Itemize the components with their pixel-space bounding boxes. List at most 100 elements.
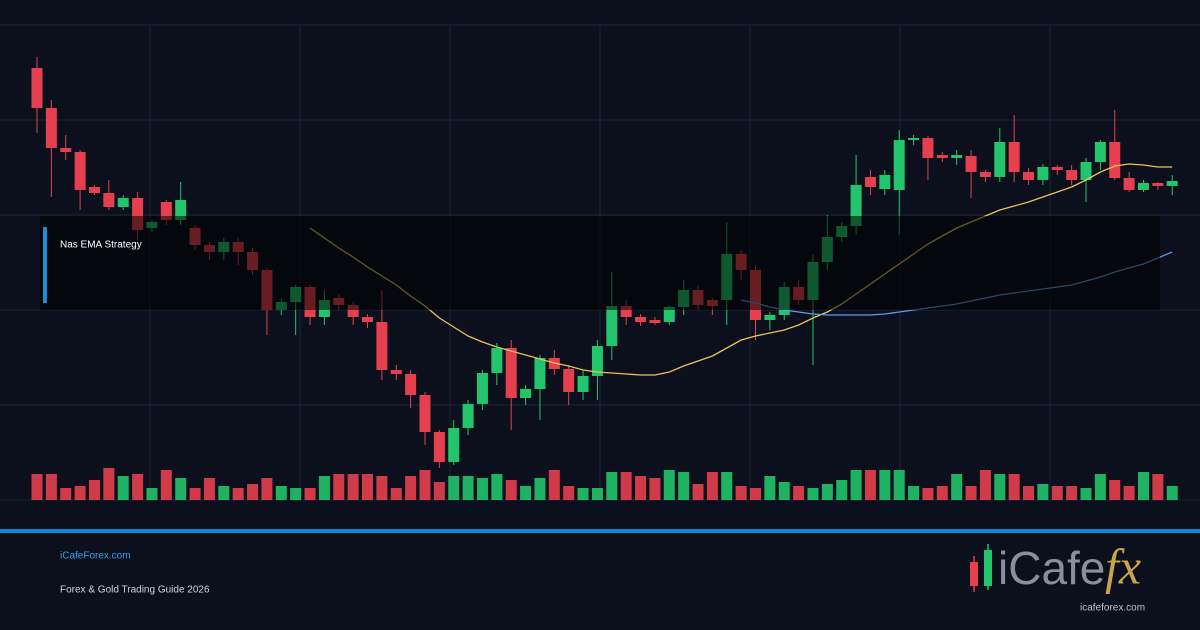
- candle-body: [606, 306, 618, 346]
- candle-body: [620, 306, 632, 317]
- candle-body: [864, 177, 876, 187]
- volume-bar: [606, 472, 618, 500]
- volume-bar: [879, 470, 891, 500]
- candle-body: [1137, 183, 1149, 190]
- volume-bar: [433, 482, 445, 500]
- volume-bar: [376, 476, 388, 500]
- volume-bar: [548, 470, 560, 500]
- candle-body: [505, 348, 517, 398]
- volume-bar: [979, 470, 991, 500]
- candle-body: [591, 346, 603, 376]
- candle-body: [103, 193, 115, 207]
- candle-body: [936, 155, 948, 158]
- candle-body: [563, 369, 575, 392]
- volume-bar: [850, 470, 862, 500]
- candle-body: [922, 138, 934, 158]
- volume-bar: [318, 476, 330, 500]
- volume-bar: [232, 488, 244, 500]
- candle-body: [347, 305, 359, 317]
- volume-bar: [261, 478, 273, 500]
- volume-bar: [419, 470, 431, 500]
- candle-body: [1066, 170, 1078, 180]
- candle-body: [534, 358, 546, 389]
- candle-body: [462, 404, 474, 428]
- volume-bar: [893, 470, 905, 500]
- volume-bar: [821, 484, 833, 500]
- volume-bar: [620, 472, 632, 500]
- candle-body: [45, 108, 57, 148]
- volume-bar: [706, 472, 718, 500]
- candle-body: [965, 156, 977, 172]
- candle-body: [405, 374, 417, 395]
- candle-body: [362, 317, 374, 322]
- volume-bar: [764, 476, 776, 500]
- volume-bar: [635, 476, 647, 500]
- volume-bar: [405, 476, 417, 500]
- volume-bar: [175, 478, 187, 500]
- candle-body: [1037, 167, 1049, 180]
- candle-body: [1123, 178, 1135, 190]
- volume-bar: [534, 478, 546, 500]
- candle-body: [893, 140, 905, 190]
- volume-bar: [1051, 486, 1063, 500]
- candle-body: [1023, 172, 1035, 180]
- volume-bar: [663, 470, 675, 500]
- volume-bar: [117, 476, 129, 500]
- overlay-label: Nas EMA Strategy: [60, 240, 142, 251]
- volume-bar: [1037, 484, 1049, 500]
- ema-line: [309, 163, 1173, 376]
- footer-site: iCafeForex.com: [60, 551, 131, 562]
- volume-bar: [951, 474, 963, 500]
- volume-bar: [936, 486, 948, 500]
- volume-bar: [520, 486, 532, 500]
- candle-body: [951, 155, 963, 158]
- candle-body: [31, 68, 43, 108]
- volume-bar: [750, 488, 761, 500]
- divider: [0, 529, 1200, 533]
- logo-url: icafeforex.com: [1080, 603, 1145, 614]
- volume-bar: [347, 474, 359, 500]
- candle-body: [476, 373, 488, 404]
- volume-bar: [45, 474, 57, 500]
- volume-bar: [1066, 486, 1078, 500]
- candle-body: [175, 200, 187, 220]
- volume-bar: [591, 488, 603, 500]
- volume-bar: [132, 474, 144, 500]
- volume-bar: [247, 484, 259, 500]
- candle-body: [979, 172, 991, 177]
- candle-body: [879, 175, 891, 189]
- volume-bar: [189, 488, 201, 500]
- candle-body: [1166, 181, 1178, 186]
- candle-body: [117, 198, 129, 207]
- candle-body: [1109, 142, 1121, 178]
- candle-body: [764, 315, 776, 320]
- volume-bar: [476, 478, 488, 500]
- candle-body: [88, 187, 100, 193]
- candle-body: [908, 138, 920, 140]
- volume-bar: [304, 488, 316, 500]
- volume-bar: [103, 468, 115, 500]
- candle-body: [74, 152, 86, 190]
- overlay-box: [40, 216, 1160, 310]
- volume-bar: [333, 474, 345, 500]
- candle-body: [994, 142, 1006, 177]
- volume-bar: [1123, 486, 1135, 500]
- volume-bar: [448, 476, 460, 500]
- volume-bar: [1137, 472, 1149, 500]
- volume-bar: [203, 478, 215, 500]
- volume-bar: [275, 486, 287, 500]
- volume-bar: [1008, 474, 1020, 500]
- volume-bar: [218, 486, 230, 500]
- volume-bar: [290, 488, 302, 500]
- overlay-accent: [43, 227, 47, 303]
- candle-body: [1094, 142, 1106, 162]
- candle-body: [649, 320, 661, 323]
- candle-body: [1051, 167, 1063, 170]
- volume-bar: [362, 474, 374, 500]
- volume-bar: [678, 472, 690, 500]
- volume-bar: [60, 488, 72, 500]
- candle-body: [635, 317, 647, 322]
- volume-bar: [864, 470, 876, 500]
- volume-bar: [922, 488, 934, 500]
